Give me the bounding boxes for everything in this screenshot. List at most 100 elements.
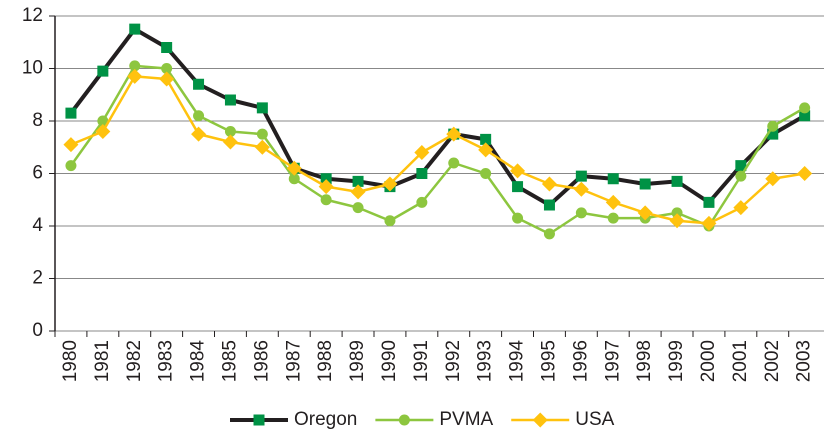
marker bbox=[701, 215, 717, 231]
marker bbox=[193, 78, 205, 90]
marker bbox=[350, 184, 366, 200]
legend-label: USA bbox=[575, 409, 614, 430]
marker bbox=[222, 134, 238, 150]
marker bbox=[320, 173, 332, 185]
marker bbox=[703, 196, 715, 208]
y-tick-label: 8 bbox=[32, 110, 43, 131]
marker bbox=[95, 124, 111, 139]
marker bbox=[416, 168, 428, 179]
marker bbox=[65, 160, 77, 172]
x-tick-label: 1988 bbox=[315, 340, 336, 382]
marker bbox=[607, 212, 619, 224]
marker bbox=[480, 168, 492, 179]
marker bbox=[256, 128, 268, 140]
marker bbox=[65, 107, 77, 119]
legend-marker bbox=[398, 414, 410, 426]
marker bbox=[478, 142, 494, 158]
marker bbox=[129, 23, 141, 35]
marker bbox=[799, 110, 811, 122]
y-tick-label: 12 bbox=[22, 5, 43, 26]
marker bbox=[637, 205, 653, 221]
marker bbox=[541, 176, 557, 192]
x-tick-label: 1989 bbox=[347, 340, 368, 382]
marker bbox=[288, 173, 300, 185]
x-tick-label: 1991 bbox=[411, 340, 432, 382]
marker bbox=[767, 128, 779, 140]
marker bbox=[446, 126, 462, 142]
marker bbox=[159, 71, 175, 87]
marker bbox=[127, 68, 143, 84]
y-tick-label: 6 bbox=[32, 163, 43, 184]
marker bbox=[286, 160, 302, 176]
x-tick-label: 1985 bbox=[219, 340, 240, 382]
marker bbox=[607, 173, 619, 185]
marker bbox=[797, 166, 813, 181]
marker bbox=[767, 120, 779, 132]
x-tick-label: 1992 bbox=[443, 340, 464, 382]
x-tick-label: 2002 bbox=[762, 340, 783, 382]
x-tick-label: 1982 bbox=[124, 340, 145, 382]
marker bbox=[63, 137, 79, 153]
marker bbox=[480, 133, 492, 145]
series-line bbox=[70, 75, 805, 225]
x-tick-label: 1990 bbox=[379, 340, 400, 382]
marker bbox=[256, 102, 268, 114]
y-tick-label: 10 bbox=[22, 58, 43, 79]
marker bbox=[254, 139, 270, 155]
marker bbox=[512, 212, 524, 224]
marker bbox=[733, 200, 749, 216]
x-tick-label: 1980 bbox=[60, 340, 81, 382]
marker bbox=[320, 194, 332, 206]
marker bbox=[573, 181, 589, 197]
x-tick-label: 2003 bbox=[794, 340, 815, 382]
marker bbox=[543, 199, 555, 211]
series-line bbox=[69, 27, 806, 207]
marker bbox=[191, 126, 207, 142]
x-tick-label: 2001 bbox=[730, 340, 751, 382]
x-tick-label: 2000 bbox=[698, 340, 719, 382]
x-tick-label: 1983 bbox=[156, 340, 177, 382]
marker bbox=[575, 207, 587, 219]
marker bbox=[639, 178, 651, 190]
x-tick-label: 1984 bbox=[188, 340, 209, 383]
y-tick-label: 0 bbox=[32, 320, 43, 341]
marker bbox=[384, 215, 396, 227]
x-tick-label: 1999 bbox=[666, 340, 687, 382]
marker bbox=[414, 145, 430, 160]
marker bbox=[416, 196, 428, 208]
marker bbox=[543, 228, 555, 240]
marker bbox=[161, 63, 173, 74]
marker bbox=[735, 170, 747, 182]
x-tick-label: 1986 bbox=[251, 340, 272, 382]
marker bbox=[97, 65, 109, 77]
marker bbox=[97, 115, 109, 127]
x-tick-label: 1993 bbox=[475, 340, 496, 382]
x-tick-label: 1994 bbox=[507, 340, 528, 383]
legend-marker bbox=[532, 412, 548, 428]
legend-label: Oregon bbox=[294, 409, 357, 430]
y-tick-label: 4 bbox=[32, 215, 43, 236]
marker bbox=[224, 126, 236, 137]
x-tick-label: 1996 bbox=[570, 340, 591, 382]
marker bbox=[799, 102, 811, 114]
marker bbox=[224, 94, 236, 106]
marker bbox=[193, 110, 205, 122]
marker bbox=[669, 213, 685, 229]
marker bbox=[129, 60, 141, 72]
marker bbox=[671, 175, 683, 187]
x-tick-label: 1987 bbox=[283, 340, 304, 382]
marker bbox=[575, 170, 587, 182]
x-tick-label: 1997 bbox=[602, 340, 623, 382]
x-tick-label: 1981 bbox=[92, 340, 113, 382]
marker bbox=[382, 176, 398, 192]
marker bbox=[512, 181, 524, 193]
legend-label: PVMA bbox=[439, 409, 493, 430]
marker bbox=[765, 171, 781, 187]
y-tick-label: 2 bbox=[32, 268, 43, 289]
marker bbox=[735, 160, 747, 172]
marker bbox=[510, 163, 526, 179]
marker bbox=[161, 42, 173, 53]
marker bbox=[671, 207, 683, 219]
marker bbox=[318, 179, 334, 195]
